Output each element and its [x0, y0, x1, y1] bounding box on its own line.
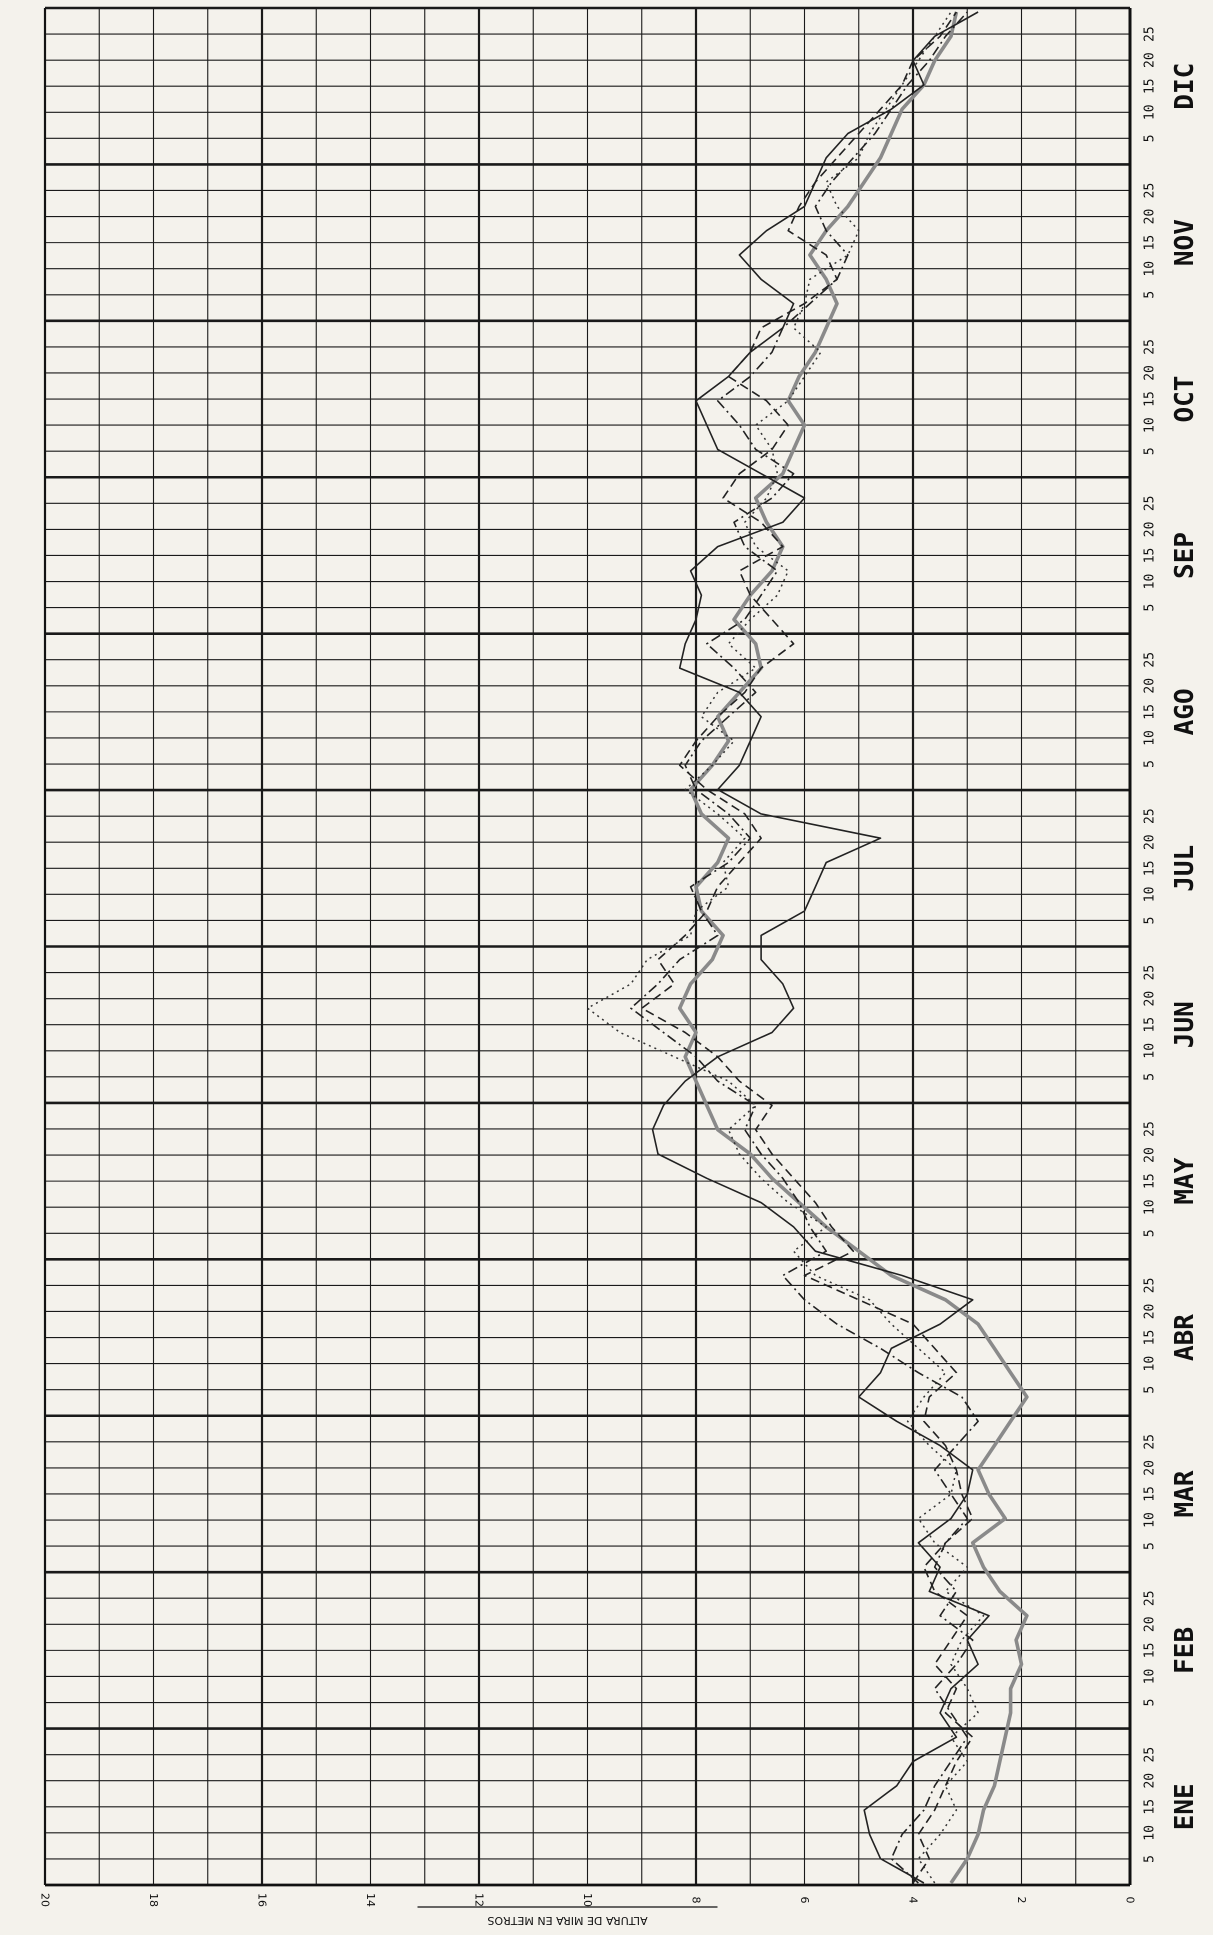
- day-tick-label: 20: [1143, 522, 1158, 538]
- day-tick-label: 10: [1143, 730, 1158, 746]
- day-tick-label: 10: [1143, 1825, 1158, 1841]
- series-line-dotted: [586, 11, 985, 1884]
- day-tick-label: 10: [1143, 1356, 1158, 1372]
- day-tick-label: 5: [1143, 447, 1158, 455]
- day-tick-label: 15: [1143, 1643, 1158, 1659]
- height-tick-label: 12: [473, 1893, 486, 1907]
- day-tick-label: 10: [1143, 1669, 1158, 1685]
- day-tick-label: 25: [1143, 808, 1158, 824]
- day-tick-label: 20: [1143, 991, 1158, 1007]
- height-tick-label: 2: [1015, 1897, 1028, 1904]
- month-label-abr: ABR: [1170, 1314, 1200, 1361]
- day-tick-label: 5: [1143, 1855, 1158, 1863]
- day-tick-label: 5: [1143, 604, 1158, 612]
- day-tick-label: 20: [1143, 1147, 1158, 1163]
- day-tick-label: 25: [1143, 1434, 1158, 1450]
- day-tick-label: 15: [1143, 391, 1158, 407]
- day-tick-label: 15: [1143, 78, 1158, 94]
- day-tick-label: 15: [1143, 235, 1158, 251]
- day-tick-label: 5: [1143, 1542, 1158, 1550]
- day-tick-label: 15: [1143, 1173, 1158, 1189]
- month-label-may: MAY: [1170, 1157, 1200, 1204]
- day-tick-label: 20: [1143, 52, 1158, 68]
- day-tick-label: 25: [1143, 1747, 1158, 1763]
- height-tick-label: 8: [690, 1897, 703, 1904]
- month-label-ago: AGO: [1170, 688, 1200, 735]
- day-tick-label: 20: [1143, 1773, 1158, 1789]
- day-tick-label: 15: [1143, 1486, 1158, 1502]
- day-tick-label: 5: [1143, 1229, 1158, 1237]
- day-tick-label: 25: [1143, 1590, 1158, 1606]
- day-tick-label: 20: [1143, 678, 1158, 694]
- day-tick-label: 25: [1143, 495, 1158, 511]
- series-line-solid: [651, 11, 990, 1884]
- day-tick-label: 25: [1143, 183, 1158, 199]
- day-tick-label: 15: [1143, 860, 1158, 876]
- height-tick-label: 18: [147, 1893, 160, 1907]
- day-tick-label: 5: [1143, 291, 1158, 299]
- day-tick-label: 5: [1143, 1073, 1158, 1081]
- day-tick-label: 10: [1143, 1512, 1158, 1528]
- day-tick-label: 20: [1143, 1460, 1158, 1476]
- day-tick-label: 10: [1143, 104, 1158, 120]
- day-tick-label: 5: [1143, 1699, 1158, 1707]
- day-tick-label: 10: [1143, 574, 1158, 590]
- height-tick-label: 10: [581, 1893, 594, 1907]
- day-tick-label: 25: [1143, 339, 1158, 355]
- height-tick-label: 14: [364, 1893, 377, 1907]
- day-tick-label: 10: [1143, 887, 1158, 903]
- month-label-feb: FEB: [1170, 1627, 1200, 1674]
- month-label-sep: SEP: [1170, 532, 1200, 579]
- day-tick-label: 20: [1143, 1304, 1158, 1320]
- month-axis: 5 10 15 20 25 ENE 5 10 15 20 25 FEB 5 10 15 20 25 MAR 5 10 1…: [1143, 26, 1201, 1863]
- day-tick-label: 10: [1143, 1043, 1158, 1059]
- day-tick-label: 5: [1143, 760, 1158, 768]
- day-tick-label: 25: [1143, 26, 1158, 42]
- height-tick-label: 20: [39, 1893, 52, 1907]
- day-tick-label: 15: [1143, 548, 1158, 564]
- month-label-nov: NOV: [1170, 219, 1200, 266]
- series-line-dashdot: [630, 11, 979, 1884]
- day-tick-label: 25: [1143, 1121, 1158, 1137]
- day-tick-label: 15: [1143, 1330, 1158, 1346]
- day-tick-label: 20: [1143, 365, 1158, 381]
- month-label-dic: DIC: [1170, 63, 1200, 110]
- day-tick-label: 20: [1143, 834, 1158, 850]
- height-tick-label: 16: [256, 1893, 269, 1907]
- series-line-gray-thick: [677, 11, 1029, 1885]
- height-axis: 20 18 16 14 12 10 8 6 4 2 0: [39, 1893, 1137, 1908]
- day-tick-label: 10: [1143, 1199, 1158, 1215]
- month-label-oct: OCT: [1170, 376, 1200, 423]
- height-tick-label: 4: [907, 1897, 920, 1904]
- day-tick-label: 20: [1143, 209, 1158, 225]
- y-axis-title: ALTURA DE MIRA EN METROS: [487, 1914, 647, 1927]
- major-gridlines: [43, 6, 1132, 1887]
- day-tick-label: 15: [1143, 1799, 1158, 1815]
- month-label-ene: ENE: [1170, 1783, 1200, 1830]
- day-tick-label: 10: [1143, 417, 1158, 433]
- month-label-mar: MAR: [1170, 1470, 1200, 1517]
- day-tick-label: 5: [1143, 1386, 1158, 1394]
- day-tick-label: 10: [1143, 261, 1158, 277]
- day-tick-label: 5: [1143, 134, 1158, 142]
- day-tick-label: 25: [1143, 652, 1158, 668]
- day-tick-label: 15: [1143, 1017, 1158, 1033]
- series-layer: [586, 11, 1029, 1885]
- day-tick-label: 5: [1143, 917, 1158, 925]
- day-tick-label: 20: [1143, 1616, 1158, 1632]
- month-label-jul: JUL: [1170, 845, 1200, 892]
- month-label-jun: JUN: [1170, 1001, 1200, 1048]
- series-line-dashed: [640, 11, 974, 1884]
- height-tick-label: 6: [798, 1897, 811, 1904]
- day-tick-label: 25: [1143, 1278, 1158, 1294]
- day-tick-label: 15: [1143, 704, 1158, 720]
- day-tick-label: 25: [1143, 965, 1158, 981]
- height-tick-label: 0: [1124, 1897, 1137, 1904]
